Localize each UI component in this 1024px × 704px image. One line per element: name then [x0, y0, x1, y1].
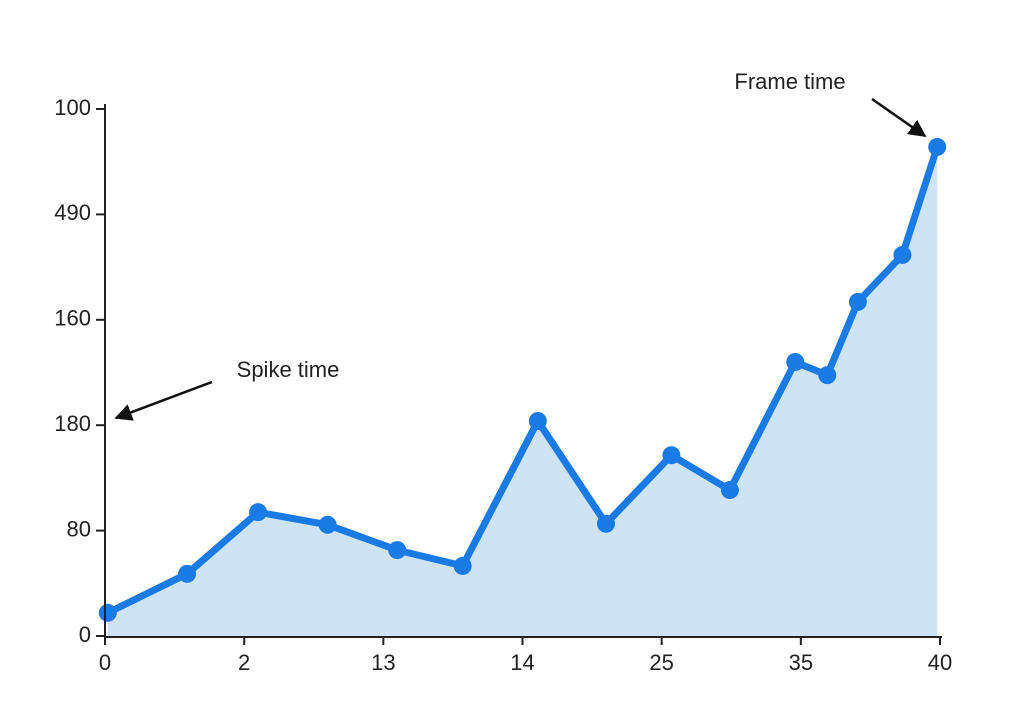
point: [848, 292, 867, 311]
plot: [98, 137, 947, 636]
point: [98, 603, 117, 622]
point: [249, 503, 268, 522]
point: [786, 352, 805, 371]
x-tick-label: 13: [371, 650, 395, 675]
x-tick-label: 14: [510, 650, 534, 675]
point: [893, 245, 912, 264]
y-tick-label: 100: [54, 95, 91, 120]
x-tick-label: 0: [99, 650, 111, 675]
point: [178, 564, 197, 583]
y-tick-label: 490: [54, 200, 91, 225]
annotation: Frame time: [734, 69, 845, 94]
x-tick-label: 40: [928, 650, 952, 675]
y-tick-label: 80: [67, 516, 91, 541]
annotation: Spike time: [237, 357, 340, 382]
y-tick-label: 180: [54, 411, 91, 436]
point: [597, 514, 615, 533]
annotation-arrow: [871, 97, 927, 138]
point: [453, 556, 472, 575]
x-tick-label: 2: [238, 650, 250, 675]
y-tick-label: 160: [54, 306, 91, 331]
point: [720, 481, 739, 500]
point: [318, 515, 337, 534]
point: [928, 137, 947, 156]
annotation-arrow: [114, 380, 213, 421]
x-tick-label: 25: [649, 650, 673, 675]
area: [107, 146, 938, 636]
point: [818, 366, 837, 385]
point: [388, 541, 407, 560]
point: [528, 411, 547, 430]
point: [662, 446, 681, 465]
y-tick-label: 0: [79, 622, 91, 647]
x-tick-label: 35: [789, 650, 813, 675]
